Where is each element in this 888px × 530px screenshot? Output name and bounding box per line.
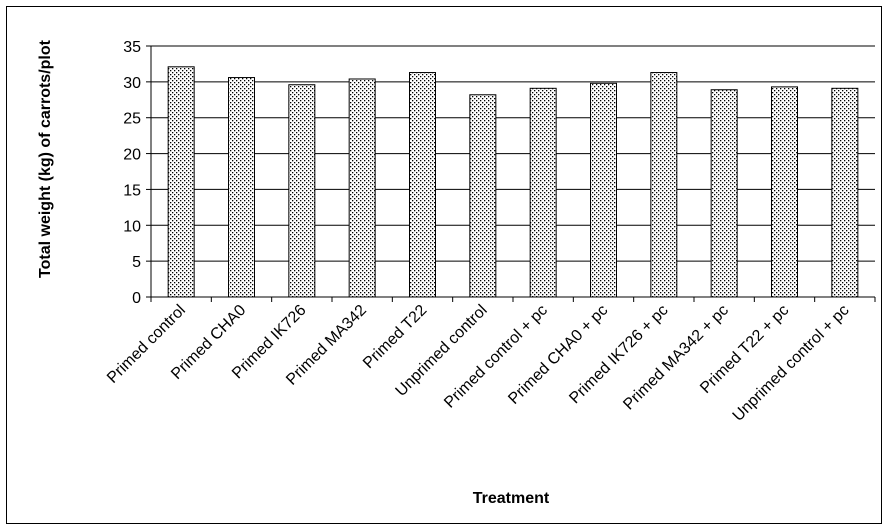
bar: [469, 94, 497, 298]
y-tick-label: 30: [123, 75, 141, 92]
bar: [409, 72, 436, 298]
y-tick-label: 0: [132, 290, 141, 307]
bar: [590, 82, 617, 298]
y-tick-labels: 0 5 10 15 20 25 30 35: [123, 39, 141, 307]
y-tick-label: 35: [123, 39, 141, 56]
y-tick-label: 10: [123, 218, 141, 235]
x-tick-label: Primed IK726 + pc: [566, 302, 671, 407]
bars: [167, 66, 859, 298]
bar: [831, 87, 859, 298]
bar: [771, 86, 798, 298]
x-tick-label: Primed CHA0 + pc: [505, 302, 611, 408]
bar: [288, 84, 316, 298]
bar: [529, 87, 557, 298]
y-tick-label: 25: [123, 111, 141, 128]
y-tick-label: 15: [123, 182, 141, 199]
x-axis-title: Treatment: [473, 490, 550, 507]
bar: [348, 78, 376, 298]
bar: [167, 66, 195, 298]
bar: [710, 89, 738, 298]
bar: [650, 72, 678, 298]
axes: [146, 45, 876, 302]
gridlines: [151, 45, 875, 262]
y-tick-label: 20: [123, 147, 141, 164]
x-tick-label: Primed control + pc: [441, 302, 551, 412]
y-axis-title: Total weight (kg) of carrots/plot: [37, 39, 54, 278]
x-tick-label: Primed MA342 + pc: [620, 302, 732, 414]
y-tick-label: 5: [132, 254, 141, 271]
bar: [228, 77, 255, 298]
x-tick-label: Unprimed control + pc: [730, 302, 853, 425]
